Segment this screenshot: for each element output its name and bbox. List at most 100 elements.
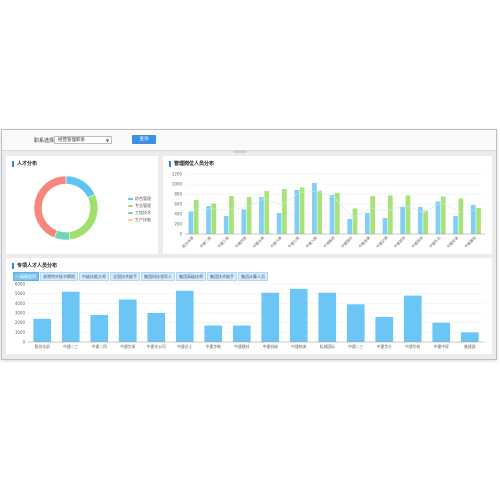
legend-item[interactable]: 生产技能 [128,217,151,223]
bar[interactable] [329,195,335,234]
bar[interactable] [476,208,481,234]
bar[interactable] [432,322,451,342]
management-bar-chart: 0 200 400 600 800 1000 1200 股份本部 中建二局 中建三局 中建四局 中建五… [172,172,485,249]
x-tick-label: 中建二三 [348,344,363,349]
bar[interactable] [382,218,388,234]
tab-item[interactable]: 集团计算人员 [238,272,268,281]
bar[interactable] [276,213,282,234]
x-tick-label: 中建总土 [177,344,192,349]
x-tick-label: 中建东北 [428,235,442,249]
resize-handle[interactable] [233,150,247,153]
bar[interactable] [352,208,358,235]
bar[interactable] [375,316,394,342]
tab-item[interactable]: 一级建造师 [13,272,39,281]
trend-line [193,190,477,219]
job-series-value: 经营管理职系 [58,138,85,143]
bar[interactable] [259,197,264,234]
legend-label: 综合管理 [135,196,151,201]
legend-swatch [128,205,133,207]
x-tick-label: 中建东公司 [147,344,166,349]
tab-item[interactable]: 集团高级技师 [176,272,206,281]
bar[interactable] [90,314,109,342]
bar[interactable] [232,325,251,342]
bar[interactable] [470,205,476,234]
bar[interactable] [318,292,337,342]
bar[interactable] [347,219,353,234]
bar[interactable] [460,332,479,342]
query-button[interactable]: 查询 [132,135,156,144]
legend-item[interactable]: 专业管理 [128,203,151,209]
bar[interactable] [261,292,280,342]
y-tick-label: 1000 [172,182,183,187]
y-tick-label: 400 [174,212,182,217]
bar[interactable] [365,213,370,234]
tab-item[interactable]: 集团技术能手 [207,272,237,281]
bar[interactable] [387,195,393,235]
chevron-down-icon: ▼ [105,138,109,143]
bar[interactable] [211,203,217,235]
x-tick-label: 中建二局 [198,235,212,249]
legend-swatch [128,198,133,200]
bar[interactable] [435,201,441,235]
bar[interactable] [204,325,223,342]
bar[interactable] [440,196,446,235]
bar[interactable] [417,207,423,234]
tab-item[interactable]: 香港特许秘书牌照 [40,272,78,281]
bar[interactable] [61,291,80,342]
bar[interactable] [312,183,317,234]
bar[interactable] [264,191,270,234]
bar[interactable] [118,299,137,342]
bar[interactable] [206,206,211,234]
bar[interactable] [400,207,405,234]
bar[interactable] [403,295,422,342]
filter-label: 职系选择: [34,138,56,144]
bar[interactable] [299,187,305,235]
x-tick-label: 中建华物 [206,344,221,349]
bar[interactable] [335,193,340,234]
y-tick-label: 200 [174,222,182,227]
tab-item[interactable]: 中级技能大师 [79,272,109,281]
tab-item[interactable]: 全国技术能手 [110,272,140,281]
x-tick-label: 中建二四 [92,344,107,349]
bar[interactable] [423,210,428,235]
bar[interactable] [193,200,199,234]
x-tick-label: 私城国际 [320,344,335,349]
bar[interactable] [229,196,234,234]
legend-item[interactable]: 综合管理 [128,196,151,202]
donut-slice[interactable] [33,175,67,239]
bar[interactable] [405,195,411,235]
bar[interactable] [453,216,458,234]
x-tick-label: 中建二三 [63,344,78,349]
x-tick-label: 中建发展 [357,235,371,249]
talent-distribution-panel: 人才分布 综合管理 专业管理 工程技术 生产技能 [6,156,158,254]
bar[interactable] [33,318,52,342]
x-tick-label: 中建五局 [251,235,265,249]
legend-label: 生产技能 [135,217,151,222]
talent-tabs: 一级建造师 香港特许秘书牌照 中级技能大师 全国技术能手 集团科技领军人 集团高级技师 集团… [13,272,269,281]
bar[interactable] [294,190,300,234]
donut-slice[interactable] [65,175,96,199]
bar[interactable] [246,197,252,234]
legend-swatch [128,219,133,221]
bar[interactable] [147,313,166,342]
bar[interactable] [282,189,287,234]
bar[interactable] [346,304,365,342]
x-tick-label: 中建基础 [463,235,477,249]
bar[interactable] [289,288,308,342]
tab-item[interactable]: 集团科技领军人 [141,272,175,281]
bar[interactable] [370,196,375,234]
management-distribution-panel: 管理岗位人员分布 0 200 400 600 800 1000 1200 股份本部 中建二局 中建… [163,156,492,254]
filter-toolbar: 职系选择: 经营管理职系 ▼ 查询 [2,130,496,151]
job-series-select[interactable]: 经营管理职系 ▼ [54,136,112,144]
donut-chart [33,175,99,241]
bar[interactable] [175,290,194,342]
donut-slice[interactable] [68,193,99,241]
x-tick-label: 中建机械 [263,344,278,349]
special-talent-panel: 专项人才人员分布 一级建造师 香港特许秘书牌照 中级技能大师 全国技术能手 集团科技领军… [6,258,492,354]
bar[interactable] [317,190,323,235]
bar[interactable] [458,198,464,235]
bar[interactable] [223,216,229,234]
legend-item[interactable]: 工程技术 [128,210,151,216]
bar[interactable] [241,209,247,235]
bar[interactable] [188,211,194,235]
